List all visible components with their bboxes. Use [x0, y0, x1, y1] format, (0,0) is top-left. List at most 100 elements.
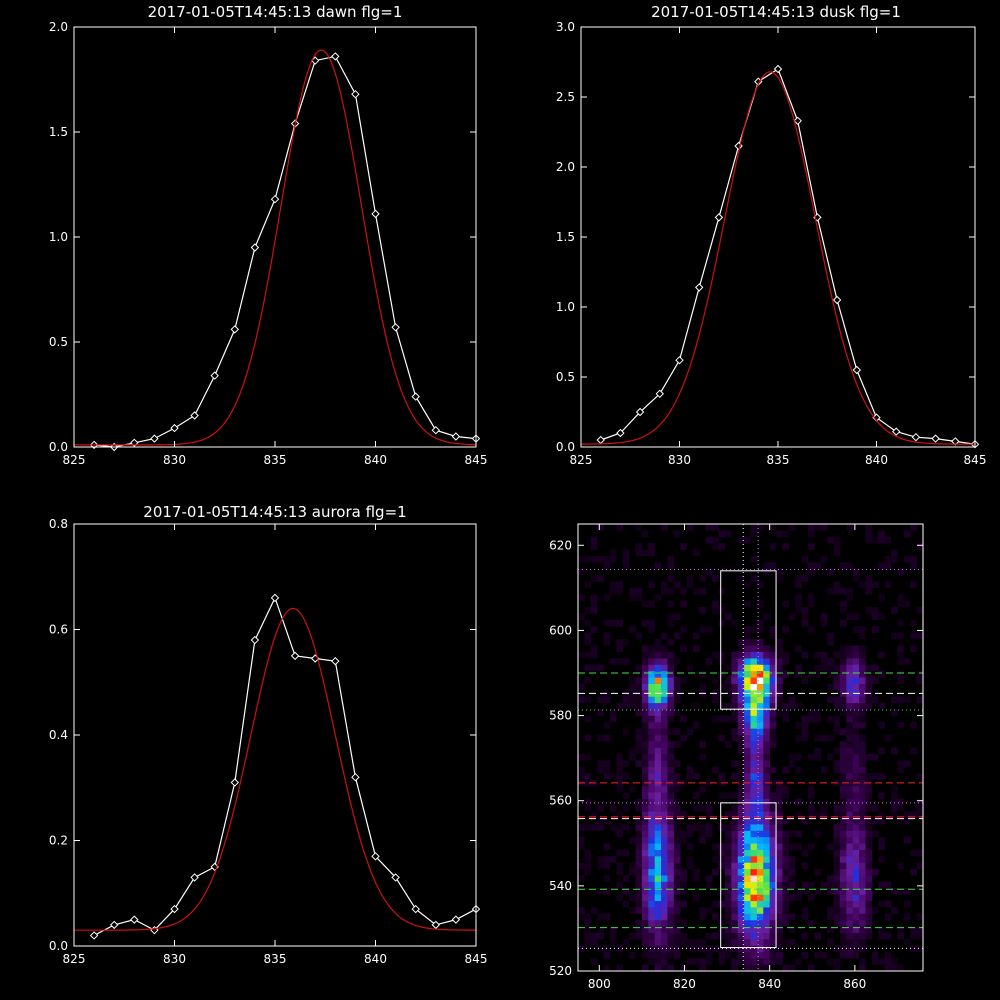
heatmap-pixel — [641, 753, 649, 761]
heatmap-pixel — [756, 856, 764, 863]
heatmap-pixel — [661, 747, 668, 755]
heatmap-pixel — [731, 843, 739, 850]
heatmap-pixel — [718, 887, 726, 895]
heatmap-pixel — [667, 817, 675, 825]
heatmap-pixel — [744, 600, 751, 608]
heatmap-pixel — [750, 868, 758, 876]
heatmap-pixel — [756, 664, 764, 672]
heatmap-pixel — [661, 939, 668, 946]
heatmap-pixel — [846, 562, 854, 569]
heatmap-pixel — [699, 907, 707, 914]
heatmap-pixel — [654, 798, 662, 806]
heatmap-pixel — [750, 964, 758, 972]
heatmap-pixel — [846, 824, 854, 831]
heatmap-pixel — [744, 792, 751, 799]
heatmap-pixel — [673, 785, 681, 793]
heatmap-pixel — [763, 958, 770, 965]
heatmap-pixel — [750, 875, 758, 882]
heatmap-pixel — [891, 785, 898, 793]
heatmap-pixel — [616, 753, 624, 761]
heatmap-pixel — [865, 862, 873, 870]
heatmap-pixel — [776, 958, 783, 965]
heatmap-pixel — [769, 626, 777, 633]
heatmap-pixel — [724, 849, 732, 857]
heatmap-pixel — [769, 958, 777, 965]
heatmap-pixel — [808, 670, 815, 678]
heatmap-pixel — [693, 894, 700, 902]
heatmap-pixel — [622, 638, 630, 646]
heatmap-pixel — [897, 619, 905, 627]
heatmap-pixel — [865, 894, 873, 902]
heatmap-pixel — [788, 524, 796, 531]
heatmap-pixel — [667, 913, 675, 921]
heatmap-pixel — [903, 530, 911, 538]
heatmap-pixel — [833, 543, 841, 550]
heatmap-pixel — [833, 715, 841, 723]
fit-curve — [74, 607, 477, 931]
heatmap-pixel — [846, 804, 854, 812]
heatmap-pixel — [795, 894, 802, 902]
heatmap-pixel — [871, 958, 879, 965]
heatmap-pixel — [782, 817, 790, 825]
heatmap-pixel — [731, 734, 739, 742]
heatmap-pixel — [865, 836, 873, 844]
heatmap-pixel — [782, 658, 790, 665]
heatmap-pixel — [776, 645, 783, 653]
heatmap-pixel — [859, 868, 866, 876]
heatmap-pixel — [584, 932, 592, 940]
heatmap-pixel — [654, 881, 662, 889]
heatmap-pixel — [648, 900, 655, 908]
heatmap-pixel — [756, 875, 764, 882]
heatmap-pixel — [750, 919, 758, 927]
heatmap-pixel — [865, 530, 873, 538]
heatmap-pixel — [693, 945, 700, 953]
heatmap-pixel — [763, 766, 770, 774]
data-point — [616, 428, 625, 438]
heatmap-pixel — [878, 702, 885, 710]
heatmap-pixel — [750, 830, 758, 838]
heatmap-pixel — [590, 536, 598, 544]
heatmap-pixel — [693, 645, 700, 653]
heatmap-pixel — [788, 926, 796, 933]
heatmap-pixel — [609, 932, 617, 940]
heatmap-pixel — [776, 939, 783, 946]
heatmap-pixel — [667, 830, 675, 838]
heatmap-pixel — [744, 907, 751, 914]
x-tick-label: 845 — [964, 453, 987, 467]
heatmap-pixel — [737, 887, 745, 895]
heatmap-pixel — [833, 766, 841, 774]
heatmap-pixel — [750, 734, 758, 742]
heatmap-pixel — [897, 677, 905, 684]
heatmap-pixel — [661, 862, 668, 870]
heatmap-pixel — [852, 894, 860, 902]
heatmap-pixel — [827, 536, 834, 544]
data-point — [230, 325, 240, 334]
heatmap-pixel — [648, 619, 655, 627]
heatmap-pixel — [718, 792, 726, 799]
heatmap-pixel — [603, 619, 611, 627]
heatmap-pixel — [641, 619, 649, 627]
heatmap-pixel — [884, 562, 892, 569]
heatmap-pixel — [859, 843, 866, 850]
heatmap-pixel — [744, 945, 751, 953]
heatmap-pixel — [629, 677, 636, 684]
heatmap-pixel — [641, 702, 649, 710]
data-point — [130, 915, 139, 924]
heatmap-pixel — [597, 913, 604, 921]
heatmap-pixel — [648, 651, 655, 659]
panel-marks — [578, 524, 924, 972]
heatmap-pixel — [827, 907, 834, 914]
heatmap-pixel — [776, 900, 783, 908]
heatmap-pixel — [916, 932, 924, 940]
heatmap-pixel — [737, 900, 745, 908]
heatmap-pixel — [654, 875, 662, 882]
heatmap-pixel — [603, 843, 611, 850]
data-point — [270, 593, 280, 603]
heatmap-pixel — [750, 766, 758, 774]
heatmap-pixel — [795, 594, 802, 601]
heatmap-pixel — [718, 919, 726, 927]
heatmap-pixel — [667, 792, 675, 799]
heatmap-pixel — [648, 913, 655, 921]
heatmap-pixel — [859, 645, 866, 653]
